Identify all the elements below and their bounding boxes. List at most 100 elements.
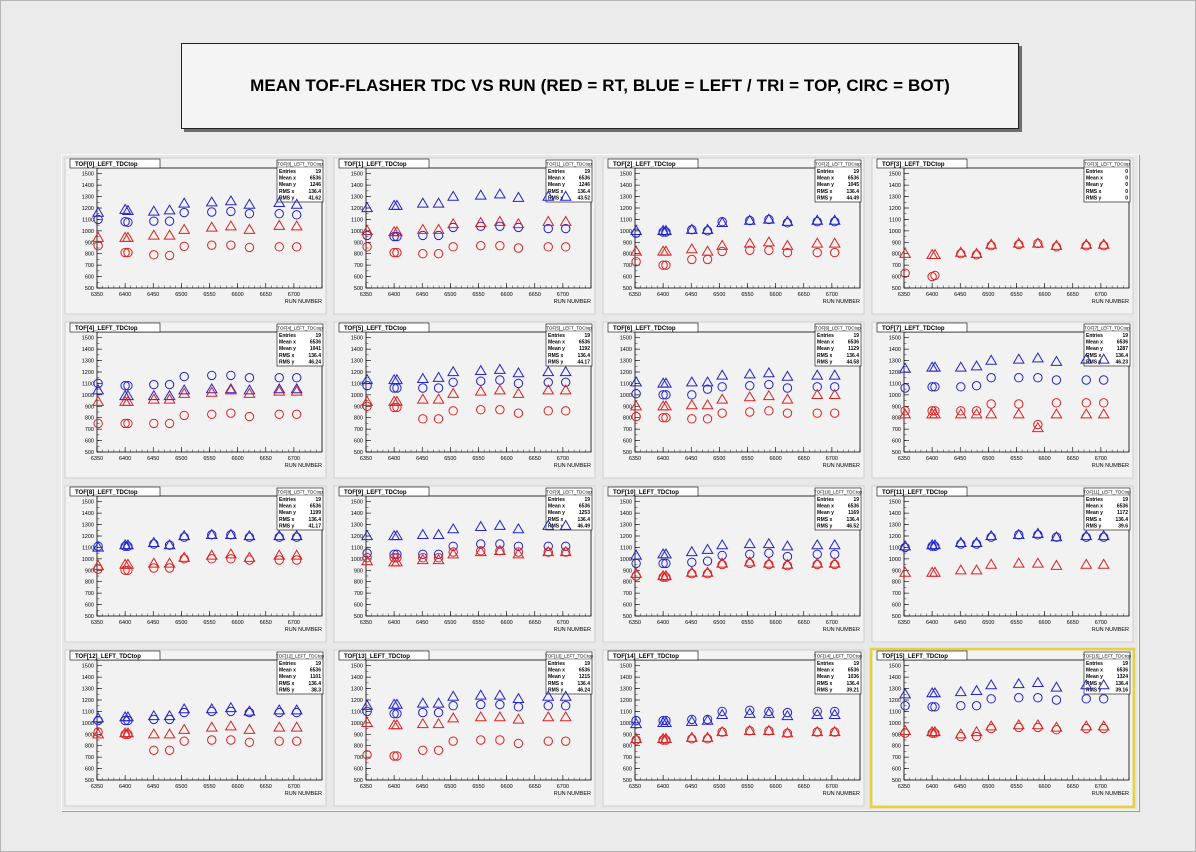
stats-value: 1101	[310, 674, 321, 680]
marker-red-circle	[900, 406, 910, 416]
marker-blue-circle	[1033, 373, 1043, 383]
stats-key: RMS y	[817, 359, 833, 365]
marker-red-triangle	[954, 408, 967, 419]
y-tick-label: 1000	[82, 721, 94, 727]
stats-value: 19	[1122, 497, 1128, 503]
stats-key: Mean x	[817, 668, 834, 674]
marker-blue-circle	[164, 216, 175, 226]
panel-title: TOF[4]_LEFT_TDCtop	[75, 326, 138, 332]
y-tick-label: 600	[623, 439, 632, 445]
y-tick-label: 500	[354, 450, 363, 456]
marker-red-triangle	[512, 217, 525, 229]
x-tick-label: 6600	[1039, 292, 1051, 298]
marker-red-triangle	[361, 395, 374, 406]
marker-blue-triangle	[659, 377, 673, 388]
panel-title: TOF[14]_LEFT_TDCtop	[613, 654, 679, 660]
x-tick-label: 6400	[657, 292, 669, 298]
marker-blue-circle	[543, 541, 553, 551]
marker-blue-circle	[244, 373, 255, 383]
marker-red-circle	[392, 751, 402, 761]
y-tick-label: 800	[623, 416, 632, 422]
marker-blue-triangle	[243, 529, 256, 541]
marker-red-triangle	[178, 223, 191, 234]
y-tick-label: 1400	[351, 347, 363, 353]
marker-red-circle	[274, 555, 284, 565]
stats-key: RMS x	[817, 517, 833, 523]
marker-blue-triangle	[178, 529, 191, 541]
y-tick-label: 700	[623, 591, 632, 597]
y-tick-label: 1300	[82, 359, 94, 365]
marker-red-triangle	[985, 408, 998, 419]
marker-red-circle	[1081, 398, 1091, 408]
marker-red-circle	[764, 245, 774, 255]
marker-blue-triangle	[542, 690, 555, 701]
marker-blue-triangle	[447, 365, 460, 377]
stats-key: Entries	[279, 169, 296, 175]
marker-red-triangle	[701, 731, 714, 742]
y-tick-label: 900	[85, 240, 94, 246]
stats-value: 39.16	[1115, 687, 1128, 693]
marker-blue-triangle	[493, 519, 506, 530]
x-tick-label: 6350	[898, 784, 910, 790]
plot-panel-2: 500 600 700 800 900 1000 1100 1200 1300 1400 1500 6…	[602, 157, 865, 315]
stats-value: 19	[853, 333, 859, 339]
stats-key: Entries	[548, 497, 565, 503]
marker-red-triangle	[474, 710, 487, 722]
panel-title: TOF[6]_LEFT_TDCtop	[613, 326, 676, 332]
marker-blue-triangle	[92, 206, 105, 217]
x-tick-label: 6600	[770, 292, 782, 298]
marker-red-triangle	[828, 557, 841, 568]
marker-red-triangle	[163, 557, 176, 568]
marker-blue-circle	[418, 707, 428, 718]
marker-red-circle	[226, 554, 236, 564]
stats-value: 136.4	[308, 353, 321, 359]
y-tick-label: 1500	[82, 500, 94, 506]
marker-red-triangle	[147, 728, 160, 739]
marker-red-circle	[1081, 241, 1091, 251]
x-tick-label: 6650	[798, 784, 810, 790]
panel-title-box	[338, 322, 430, 333]
y-tick-label: 800	[892, 416, 901, 422]
stats-value: 41.17	[308, 523, 321, 529]
y-tick-label: 1300	[620, 687, 632, 693]
marker-blue-triangle	[970, 684, 983, 695]
marker-blue-triangle	[828, 214, 841, 225]
marker-red-triangle	[659, 569, 673, 581]
stats-key: RMS x	[1086, 189, 1102, 195]
panel-title: TOF[7]_LEFT_TDCtop	[882, 326, 945, 332]
marker-blue-triangle	[743, 214, 756, 225]
marker-red-circle	[687, 569, 697, 579]
x-tick-label: 6650	[260, 292, 272, 298]
marker-red-circle	[631, 571, 641, 581]
marker-blue-triangle	[928, 538, 942, 550]
marker-red-circle	[418, 553, 428, 563]
marker-blue-triangle	[163, 389, 176, 401]
marker-blue-circle	[717, 217, 727, 227]
x-axis-label: RUN NUMBER	[554, 463, 591, 469]
x-tick-label: 6400	[119, 784, 131, 790]
marker-blue-circle	[418, 549, 428, 559]
marker-red-circle	[291, 555, 302, 565]
marker-blue-circle	[392, 549, 402, 559]
x-tick-label: 6450	[954, 620, 966, 626]
stats-value: 6536	[848, 340, 859, 346]
x-tick-label: 6400	[657, 784, 669, 790]
panel-title: TOF[3]_LEFT_TDCtop	[882, 162, 945, 168]
marker-red-triangle	[224, 384, 237, 395]
marker-red-circle	[123, 565, 133, 575]
marker-red-triangle	[630, 245, 643, 256]
marker-blue-circle	[560, 541, 571, 551]
marker-blue-triangle	[224, 194, 237, 206]
stats-key: Entries	[548, 661, 565, 667]
marker-red-triangle	[243, 723, 256, 734]
marker-blue-triangle	[1097, 529, 1110, 541]
x-tick-label: 6650	[260, 456, 272, 462]
marker-red-triangle	[92, 728, 105, 739]
x-tick-label: 6500	[175, 456, 187, 462]
marker-blue-circle	[687, 225, 697, 235]
marker-red-circle	[495, 241, 505, 251]
marker-red-triangle	[542, 215, 555, 226]
marker-blue-triangle	[390, 199, 404, 210]
marker-blue-circle	[495, 539, 505, 549]
x-tick-label: 6550	[741, 784, 753, 790]
